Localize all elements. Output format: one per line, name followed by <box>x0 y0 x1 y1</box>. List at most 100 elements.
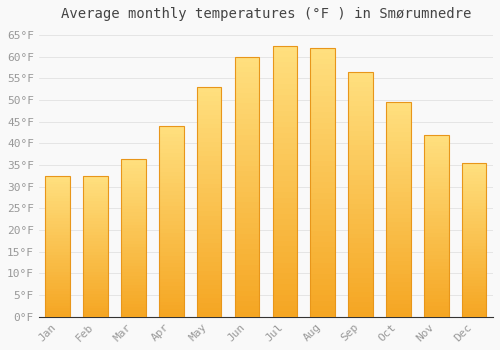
Bar <box>272 68 297 73</box>
Bar <box>348 82 373 86</box>
Bar <box>159 237 184 240</box>
Bar <box>197 87 222 317</box>
Bar <box>46 207 70 210</box>
Bar <box>121 238 146 241</box>
Bar <box>348 312 373 317</box>
Bar <box>46 300 70 303</box>
Bar <box>84 314 108 317</box>
Bar <box>159 180 184 183</box>
Bar <box>84 244 108 246</box>
Bar <box>424 306 448 309</box>
Bar <box>84 196 108 198</box>
Bar <box>159 302 184 305</box>
Bar <box>386 222 410 227</box>
Bar <box>159 195 184 198</box>
Bar <box>197 239 222 243</box>
Bar <box>462 308 486 311</box>
Bar <box>386 231 410 235</box>
Bar <box>234 244 260 249</box>
Bar <box>46 201 70 204</box>
Bar <box>386 244 410 248</box>
Bar <box>386 295 410 300</box>
Bar <box>197 138 222 142</box>
Bar <box>84 218 108 221</box>
Bar <box>234 208 260 213</box>
Bar <box>46 224 70 226</box>
Bar <box>348 194 373 199</box>
Bar <box>310 215 335 220</box>
Bar <box>46 306 70 308</box>
Bar <box>159 260 184 264</box>
Bar <box>121 250 146 253</box>
Bar <box>348 170 373 175</box>
Bar <box>159 264 184 267</box>
Bar <box>197 285 222 289</box>
Bar <box>197 114 222 119</box>
Bar <box>462 274 486 277</box>
Bar <box>386 300 410 304</box>
Bar <box>386 265 410 270</box>
Bar <box>84 311 108 314</box>
Bar <box>121 190 146 193</box>
Bar <box>272 89 297 94</box>
Bar <box>234 296 260 301</box>
Bar <box>84 176 108 317</box>
Bar <box>84 184 108 187</box>
Bar <box>424 146 448 149</box>
Bar <box>272 257 297 262</box>
Bar <box>272 73 297 78</box>
Bar <box>272 246 297 252</box>
Bar <box>197 303 222 308</box>
Bar <box>386 102 410 106</box>
Bar <box>159 145 184 149</box>
Bar <box>121 307 146 310</box>
Bar <box>386 115 410 119</box>
Bar <box>310 241 335 247</box>
Bar <box>310 107 335 112</box>
Bar <box>234 265 260 270</box>
Bar <box>234 218 260 223</box>
Bar <box>84 182 108 184</box>
Bar <box>121 285 146 288</box>
Bar <box>424 277 448 280</box>
Bar <box>197 262 222 266</box>
Bar <box>424 273 448 277</box>
Bar <box>121 193 146 196</box>
Bar <box>386 184 410 188</box>
Bar <box>234 301 260 306</box>
Bar <box>462 258 486 261</box>
Bar <box>424 313 448 317</box>
Bar <box>272 127 297 133</box>
Bar <box>272 176 297 181</box>
Bar <box>348 72 373 77</box>
Bar <box>462 240 486 243</box>
Bar <box>386 205 410 210</box>
Bar <box>197 188 222 193</box>
Bar <box>424 182 448 186</box>
Bar <box>310 112 335 118</box>
Bar <box>424 299 448 302</box>
Bar <box>272 295 297 301</box>
Bar <box>46 258 70 260</box>
Bar <box>84 274 108 277</box>
Title: Average monthly temperatures (°F ) in Smørumnedre: Average monthly temperatures (°F ) in Sm… <box>60 7 471 21</box>
Bar <box>234 270 260 275</box>
Bar <box>84 289 108 292</box>
Bar <box>348 180 373 184</box>
Bar <box>424 204 448 208</box>
Bar <box>197 197 222 202</box>
Bar <box>197 216 222 220</box>
Bar <box>272 219 297 225</box>
Bar <box>84 266 108 269</box>
Bar <box>197 294 222 299</box>
Bar <box>197 128 222 133</box>
Bar <box>159 298 184 302</box>
Bar <box>84 286 108 289</box>
Bar <box>386 106 410 111</box>
Bar <box>46 266 70 269</box>
Bar <box>234 108 260 114</box>
Bar <box>159 176 184 180</box>
Bar <box>310 91 335 96</box>
Bar <box>121 200 146 203</box>
Bar <box>159 275 184 279</box>
